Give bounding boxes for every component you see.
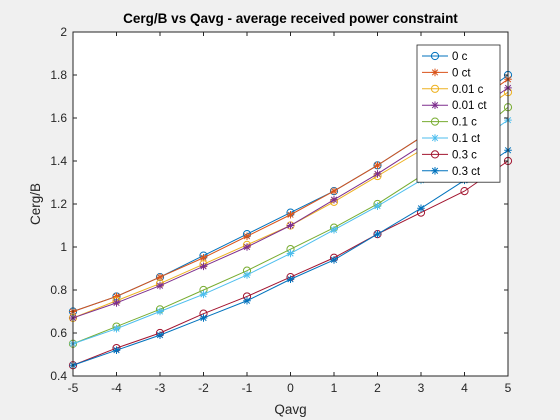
legend-entry: 0 c [422, 51, 468, 63]
chart-title: Cerg/B vs Qavg - average received power … [123, 11, 458, 26]
data-point [330, 226, 338, 234]
legend-entry: 0.1 c [422, 117, 477, 129]
data-point [430, 117, 440, 126]
data-point [373, 202, 382, 210]
data-point [330, 256, 338, 264]
y-tick-label: 1.6 [50, 111, 67, 125]
y-tick-label: 1.8 [50, 68, 67, 82]
y-tick-label: 1.4 [50, 154, 67, 168]
data-point [373, 170, 382, 178]
data-point [243, 296, 251, 305]
y-axis-label: Cerg/B [28, 183, 43, 225]
data-point [112, 299, 121, 307]
x-tick-label: -5 [68, 381, 79, 395]
data-point [286, 221, 295, 230]
data-point [243, 243, 251, 251]
data-point [112, 346, 121, 354]
data-point [156, 331, 164, 339]
x-tick-label: -3 [155, 381, 166, 395]
data-point [199, 314, 208, 322]
legend-label: 0.01 ct [452, 100, 487, 112]
data-point [330, 187, 338, 195]
data-point [460, 187, 469, 196]
data-point [199, 290, 208, 299]
legend-label: 0.1 c [452, 117, 477, 129]
data-point [286, 249, 295, 258]
data-point [156, 281, 164, 290]
data-point [330, 195, 338, 204]
legend: 0 c 0 ct 0.01 c 0.01 ct 0.1 c 0.1 ct 0.3 c 0.3 … [416, 44, 501, 183]
legend-entry: 0.01 ct [422, 100, 487, 112]
x-tick-label: 3 [418, 381, 425, 395]
x-tick-label: 4 [461, 381, 468, 395]
data-point [243, 232, 251, 241]
legend-label: 0 c [452, 51, 468, 63]
legend-entry: 0.3 ct [422, 166, 481, 178]
data-point [373, 161, 382, 170]
axes-layer: -5 -4 -3 -2 -1 0 1 2 3 4 5 0.4 0.6 0.8 1 1.2 1.4 1.6 1.8 2 [50, 25, 511, 395]
x-tick-label: -2 [198, 381, 209, 395]
y-tick-label: 2 [60, 25, 67, 39]
x-tick-label: 5 [505, 381, 512, 395]
data-point [430, 51, 440, 61]
data-point [199, 253, 208, 262]
legend-box [416, 44, 501, 183]
legend-label: 0.1 ct [452, 133, 481, 145]
data-point [156, 307, 164, 316]
x-tick-label: 0 [287, 381, 294, 395]
x-tick-label: 2 [374, 381, 381, 395]
data-point [430, 84, 440, 93]
x-tick-label: -4 [111, 381, 122, 395]
y-tick-label: 1 [60, 240, 67, 254]
legend-entry: 0.01 c [422, 84, 484, 96]
data-point [431, 101, 439, 109]
data-point [431, 68, 439, 77]
y-tick-label: 0.4 [50, 369, 67, 383]
data-point [417, 204, 425, 213]
x-axis-label: Qavg [274, 402, 306, 417]
legend-entry: 0.3 c [422, 149, 477, 161]
data-point [199, 262, 208, 271]
data-point [243, 271, 251, 279]
data-point [431, 167, 439, 175]
x-tick-label: 1 [331, 381, 338, 395]
y-tick-label: 0.6 [50, 326, 67, 340]
data-point [156, 273, 164, 281]
data-point [112, 292, 121, 301]
y-tick-label: 1.2 [50, 197, 67, 211]
data-point [286, 210, 295, 219]
legend-entry: 0.1 ct [422, 133, 481, 145]
x-tick-label: -1 [242, 381, 253, 395]
data-point [430, 150, 440, 159]
y-tick-label: 0.8 [50, 283, 67, 297]
data-point [431, 134, 439, 142]
legend-label: 0.3 ct [452, 166, 481, 178]
data-point [112, 324, 121, 333]
legend-label: 0.01 c [452, 84, 484, 96]
data-point [373, 230, 382, 238]
legend-entry: 0 ct [422, 67, 471, 79]
legend-label: 0.3 c [452, 149, 477, 161]
data-point [286, 275, 295, 284]
legend-label: 0 ct [452, 67, 471, 79]
